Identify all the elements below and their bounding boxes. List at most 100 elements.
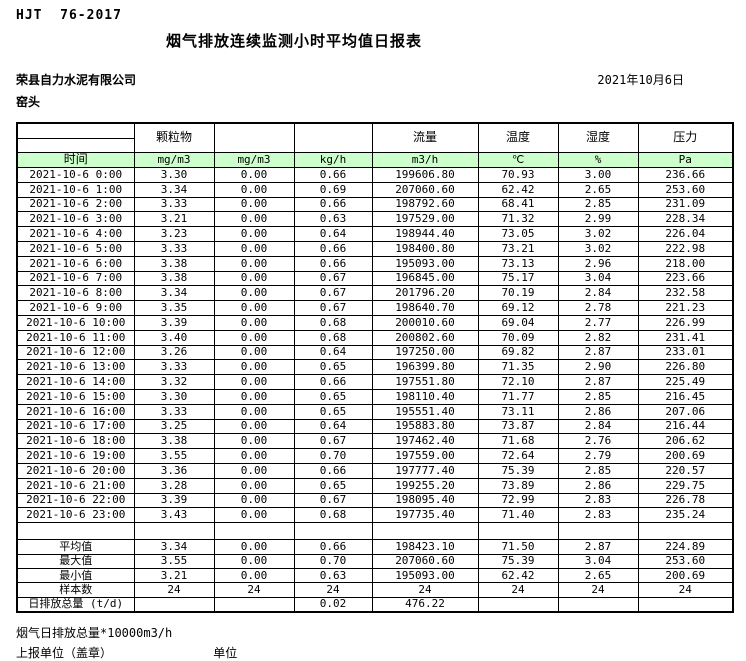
spacer-cell (293, 522, 373, 541)
summary-row: 日排放总量 (t/d) 0.02 476.22 (16, 596, 734, 613)
value-cell: 0.00 (213, 329, 295, 346)
spacer-cell (16, 522, 135, 541)
col-header-temperature: 温度 (477, 122, 559, 153)
corner-cell-bottom (16, 137, 135, 153)
value-cell: 0.68 (293, 314, 373, 331)
value-cell: 73.11 (477, 403, 559, 420)
value-cell: 198400.80 (371, 240, 479, 257)
value-cell: 235.24 (637, 507, 734, 524)
table-row: 2021-10-6 3:00 3.21 0.00 0.63 197529.00 71.32… (16, 211, 734, 228)
value-cell: 206.62 (637, 433, 734, 450)
value-cell: 200802.60 (371, 329, 479, 346)
table-row: 2021-10-6 15:00 3.30 0.00 0.65 198110.40 71.7… (16, 388, 734, 405)
summary-value-cell (133, 596, 215, 613)
value-cell: 0.00 (213, 344, 295, 361)
value-cell: 3.02 (557, 240, 639, 257)
summary-value-cell: 24 (293, 582, 373, 598)
value-cell: 71.35 (477, 359, 559, 376)
value-cell: 2.99 (557, 211, 639, 228)
value-cell: 2.86 (557, 403, 639, 420)
value-cell: 3.33 (133, 403, 215, 420)
summary-value-cell: 0.70 (293, 553, 373, 569)
standard-code: HJT 76-2017 (16, 8, 122, 23)
monitoring-point: 窑头 (16, 95, 41, 109)
value-cell: 3.04 (557, 270, 639, 287)
value-cell: 197551.80 (371, 374, 479, 390)
value-cell: 69.82 (477, 344, 559, 361)
summary-value-cell: 0.00 (213, 539, 295, 555)
value-cell: 218.00 (637, 255, 734, 272)
table-row: 2021-10-6 12:00 3.26 0.00 0.64 197250.00 69.8… (16, 344, 734, 361)
value-cell: 0.66 (293, 167, 373, 183)
value-cell: 3.39 (133, 314, 215, 331)
spacer-cell (477, 522, 559, 541)
value-cell: 231.09 (637, 196, 734, 213)
time-cell: 2021-10-6 9:00 (16, 300, 135, 316)
value-cell: 0.65 (293, 359, 373, 376)
time-cell: 2021-10-6 23:00 (16, 507, 135, 524)
table-row: 2021-10-6 6:00 3.38 0.00 0.66 195093.00 73.13… (16, 255, 734, 272)
time-cell: 2021-10-6 13:00 (16, 359, 135, 376)
value-cell: 197559.00 (371, 448, 479, 464)
value-cell: 3.26 (133, 344, 215, 361)
value-cell: 0.00 (213, 433, 295, 450)
summary-value-cell: 207060.60 (371, 553, 479, 569)
value-cell: 207.06 (637, 403, 734, 420)
value-cell: 221.23 (637, 300, 734, 316)
value-cell: 198792.60 (371, 196, 479, 213)
table-row: 2021-10-6 16:00 3.33 0.00 0.65 195551.40 73.1… (16, 403, 734, 420)
value-cell: 0.00 (213, 167, 295, 183)
value-cell: 75.39 (477, 462, 559, 479)
unit-celsius: ℃ (477, 152, 559, 168)
value-cell: 0.68 (293, 507, 373, 524)
table-row: 2021-10-6 2:00 3.33 0.00 0.66 198792.60 68.41… (16, 196, 734, 213)
value-cell: 198095.40 (371, 492, 479, 509)
table-row: 2021-10-6 10:00 3.39 0.00 0.68 200010.60 69.0… (16, 314, 734, 331)
value-cell: 0.67 (293, 300, 373, 316)
summary-value-cell: 3.34 (133, 539, 215, 555)
summary-value-cell (637, 596, 734, 613)
value-cell: 197735.40 (371, 507, 479, 524)
value-cell: 70.09 (477, 329, 559, 346)
table-row: 2021-10-6 9:00 3.35 0.00 0.67 198640.70 69.12… (16, 300, 734, 316)
spacer-cell (637, 522, 734, 541)
time-cell: 2021-10-6 15:00 (16, 388, 135, 405)
value-cell: 0.00 (213, 418, 295, 435)
summary-value-cell: 24 (133, 582, 215, 598)
value-cell: 2.84 (557, 285, 639, 302)
value-cell: 2.84 (557, 418, 639, 435)
value-cell: 71.77 (477, 388, 559, 405)
value-cell: 2.78 (557, 300, 639, 316)
table-row: 2021-10-6 4:00 3.23 0.00 0.64 198944.40 73.05… (16, 226, 734, 242)
summary-value-cell: 2.65 (557, 567, 639, 584)
value-cell: 69.04 (477, 314, 559, 331)
value-cell: 0.00 (213, 359, 295, 376)
value-cell: 0.67 (293, 492, 373, 509)
value-cell: 0.64 (293, 344, 373, 361)
value-cell: 73.89 (477, 477, 559, 494)
value-cell: 2.96 (557, 255, 639, 272)
spacer-cell (213, 522, 295, 541)
value-cell: 2.85 (557, 388, 639, 405)
value-cell: 226.99 (637, 314, 734, 331)
time-cell: 2021-10-6 22:00 (16, 492, 135, 509)
value-cell: 73.13 (477, 255, 559, 272)
table-row: 2021-10-6 8:00 3.34 0.00 0.67 201796.20 70.19… (16, 285, 734, 302)
corner-cell-top (16, 122, 135, 139)
summary-value-cell: 2.87 (557, 539, 639, 555)
time-cell: 2021-10-6 18:00 (16, 433, 135, 450)
value-cell: 223.66 (637, 270, 734, 287)
value-cell: 3.34 (133, 285, 215, 302)
summary-value-cell: 24 (213, 582, 295, 598)
table-row: 2021-10-6 11:00 3.40 0.00 0.68 200802.60 70.0… (16, 329, 734, 346)
meta-row: 荣县自力水泥有限公司 2021年10月6日 (16, 71, 684, 88)
table-row: 2021-10-6 14:00 3.32 0.00 0.66 197551.80 72.1… (16, 374, 734, 390)
value-cell: 0.65 (293, 403, 373, 420)
unit-percent: % (557, 152, 639, 168)
summary-value-cell: 71.50 (477, 539, 559, 555)
value-cell: 2.85 (557, 196, 639, 213)
summary-value-cell: 224.89 (637, 539, 734, 555)
spacer-cell (133, 522, 215, 541)
unit-label: 单位 (213, 646, 238, 661)
value-cell: 226.04 (637, 226, 734, 242)
